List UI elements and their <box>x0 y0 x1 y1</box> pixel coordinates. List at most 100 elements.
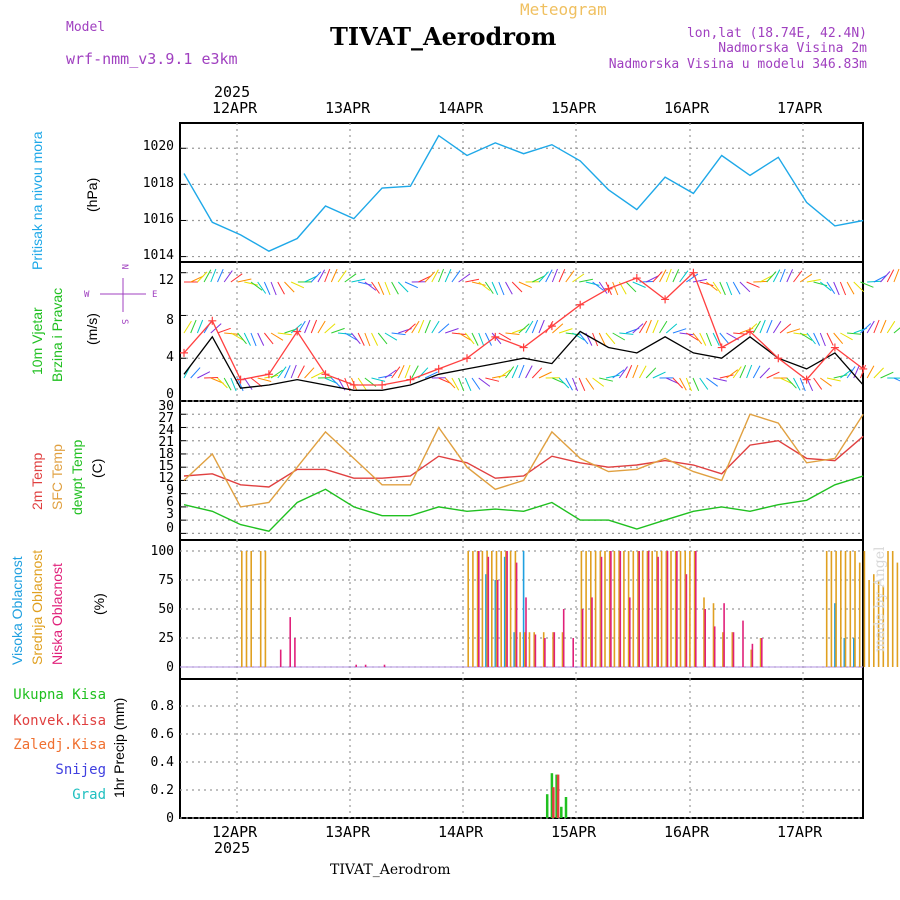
precip-legend-freezing: Zaledj.Kisa <box>13 737 106 753</box>
wind-barb <box>625 364 633 379</box>
wind-barb <box>819 377 832 387</box>
wind-barb <box>826 332 834 346</box>
wind-barb <box>585 281 600 286</box>
wind-barb <box>351 278 366 283</box>
wind-barb <box>250 377 263 387</box>
wind-barb <box>284 365 291 379</box>
wind-barb <box>270 332 284 341</box>
temp-line-0 <box>183 435 864 488</box>
wind-barb <box>484 281 494 294</box>
wind-barb <box>726 281 733 296</box>
wind-barb <box>579 278 593 283</box>
model-elevation-label: Nadmorska Visina u modelu 346.83m <box>608 57 867 72</box>
temp-panel-frame <box>179 400 864 541</box>
cloud-unit: (%) <box>91 593 107 615</box>
wind-barb <box>793 270 803 283</box>
wind-barb <box>826 377 841 382</box>
wind-speed-marker <box>774 354 783 363</box>
wind-barb <box>712 281 722 294</box>
wind-barb <box>371 332 379 346</box>
wind-barb <box>685 377 692 392</box>
wind-barb <box>397 281 409 293</box>
temp-label-dewpt: dewpt Temp <box>69 440 85 515</box>
wind-barb <box>484 332 492 346</box>
wind-barb <box>397 364 405 379</box>
wind-barb <box>378 374 393 379</box>
model-name: wrf-nmm_v3.9.1 e3km <box>66 50 238 68</box>
precip-legend-convective: Konvek.Kisa <box>13 713 106 729</box>
elevation-label: Nadmorska Visina 2m <box>718 41 867 56</box>
pressure-tick-1016: 1016 <box>143 212 174 227</box>
wind-speed-marker <box>802 375 811 384</box>
wind-barb <box>558 268 566 283</box>
wind-barb <box>377 332 388 345</box>
wind-barb <box>706 377 718 387</box>
cloud-tick-0: 0 <box>166 660 174 675</box>
wind-barb <box>263 281 271 296</box>
wind-barb <box>478 332 485 347</box>
precip-tick-0.2: 0.2 <box>151 783 174 798</box>
wind-speed-marker <box>576 300 585 309</box>
wind-speed-marker <box>349 380 358 389</box>
wind-barb <box>612 369 625 379</box>
wind-barb <box>243 332 251 346</box>
wind-barb <box>699 377 709 390</box>
wind-barb <box>444 377 456 389</box>
wind-speed-marker <box>830 343 839 352</box>
wind-barb <box>572 332 585 341</box>
wind-barb <box>679 377 687 391</box>
wind-barb <box>217 377 228 389</box>
temp-tick-15: 15 <box>158 459 174 474</box>
wind-barb <box>491 281 499 296</box>
wind-barb <box>732 366 742 379</box>
wind-barb <box>532 275 546 283</box>
wind-barb <box>592 281 604 291</box>
wind-barb <box>672 377 683 389</box>
wind-barb <box>598 281 608 294</box>
wind-barb <box>645 275 659 283</box>
wind-barb <box>244 281 259 286</box>
wind-barb <box>351 332 361 345</box>
cloud-tick-100: 100 <box>151 544 174 559</box>
wind-barb <box>331 327 345 334</box>
wind-speed-marker <box>859 364 868 373</box>
wind-barb <box>686 332 699 341</box>
wind-barb <box>612 281 619 296</box>
wind-barb <box>880 371 894 379</box>
wind-barb <box>417 319 425 334</box>
wind-barb <box>384 369 397 379</box>
wind-barb <box>505 332 520 335</box>
wind-barb <box>237 278 252 283</box>
wind-barb <box>551 268 558 283</box>
wind-barb <box>358 281 372 286</box>
temp-line-2 <box>183 475 864 532</box>
wind-barb <box>846 366 856 379</box>
wind-label-1: 10m Vjetar <box>29 307 45 375</box>
wind-barb <box>311 371 325 379</box>
wind-barb <box>404 364 411 379</box>
top-day-12apr: 12APR <box>212 99 258 117</box>
wind-tick-12: 12 <box>158 273 174 288</box>
wind-barb <box>525 365 533 379</box>
wind-barb <box>686 273 699 283</box>
wind-barb <box>344 332 358 341</box>
wind-barb <box>237 332 247 345</box>
wind-barb <box>759 367 771 379</box>
wind-barb <box>605 374 620 379</box>
precip-tick-0.6: 0.6 <box>151 727 174 742</box>
wind-barb <box>732 281 741 295</box>
wind-barb <box>451 270 461 283</box>
wind-barb <box>505 281 513 295</box>
wind-speed-marker <box>632 274 641 283</box>
wind-speed-marker <box>236 375 245 384</box>
temp-unit: (C) <box>89 459 105 478</box>
precip-legend-total: Ukupna Kisa <box>13 687 106 703</box>
top-day-16apr: 16APR <box>664 99 710 117</box>
wind-barb <box>371 281 380 294</box>
wind-barb <box>431 320 440 334</box>
wind-barb <box>860 323 872 334</box>
wind-speed-marker <box>321 370 330 379</box>
wind-barb <box>304 319 311 334</box>
cloud-tick-25: 25 <box>158 631 174 646</box>
wind-barb <box>793 377 801 391</box>
